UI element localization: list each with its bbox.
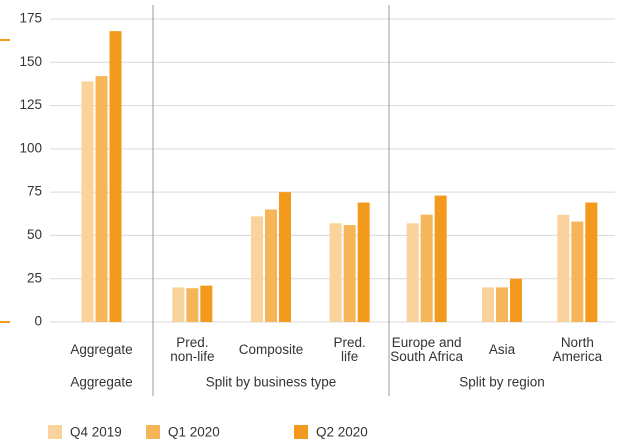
bar bbox=[585, 202, 598, 322]
bar bbox=[279, 192, 291, 322]
bar bbox=[496, 287, 508, 322]
legend-label: Q4 2019 bbox=[70, 425, 122, 440]
bar bbox=[557, 214, 570, 322]
y-tick-label: 50 bbox=[27, 227, 42, 242]
x-tick-label: Composite bbox=[239, 342, 304, 357]
x-tick-label: Pred. life bbox=[334, 335, 366, 364]
y-tick-label: 100 bbox=[19, 140, 42, 155]
bar bbox=[343, 225, 356, 322]
x-tick-label: Pred. non-life bbox=[170, 335, 214, 364]
bar bbox=[186, 288, 199, 322]
y-tick-label: 0 bbox=[34, 314, 42, 329]
bar bbox=[265, 209, 277, 322]
bar bbox=[482, 287, 494, 322]
bar bbox=[95, 76, 108, 322]
bar bbox=[571, 221, 584, 322]
x-tick-label: Asia bbox=[489, 342, 516, 357]
y-tick-label: 75 bbox=[27, 184, 42, 199]
bar bbox=[510, 278, 522, 322]
bar bbox=[329, 223, 342, 322]
legend-swatch bbox=[146, 425, 160, 439]
bar bbox=[357, 202, 370, 322]
x-tick-label: Europe and South Africa bbox=[390, 335, 463, 364]
bar bbox=[251, 216, 263, 322]
group-label: Split by region bbox=[459, 375, 545, 390]
legend-swatch bbox=[48, 425, 62, 439]
legend-label: Q2 2020 bbox=[316, 425, 368, 440]
bar bbox=[406, 223, 419, 322]
y-tick-label: 125 bbox=[19, 97, 42, 112]
x-tick-label: Aggregate bbox=[70, 342, 132, 357]
bar bbox=[172, 287, 185, 322]
bar bbox=[109, 31, 122, 323]
y-tick-label: 175 bbox=[19, 11, 42, 26]
legend-label: Q1 2020 bbox=[168, 425, 220, 440]
y-tick-label: 150 bbox=[19, 54, 42, 69]
bar bbox=[420, 214, 433, 322]
bar bbox=[81, 81, 94, 323]
y-tick-label: 25 bbox=[27, 270, 42, 285]
bar bbox=[434, 195, 447, 322]
group-label: Aggregate bbox=[70, 375, 132, 390]
x-tick-label: North America bbox=[553, 335, 603, 364]
group-label: Split by business type bbox=[206, 375, 337, 390]
bar bbox=[200, 285, 213, 322]
legend-swatch bbox=[294, 425, 308, 439]
